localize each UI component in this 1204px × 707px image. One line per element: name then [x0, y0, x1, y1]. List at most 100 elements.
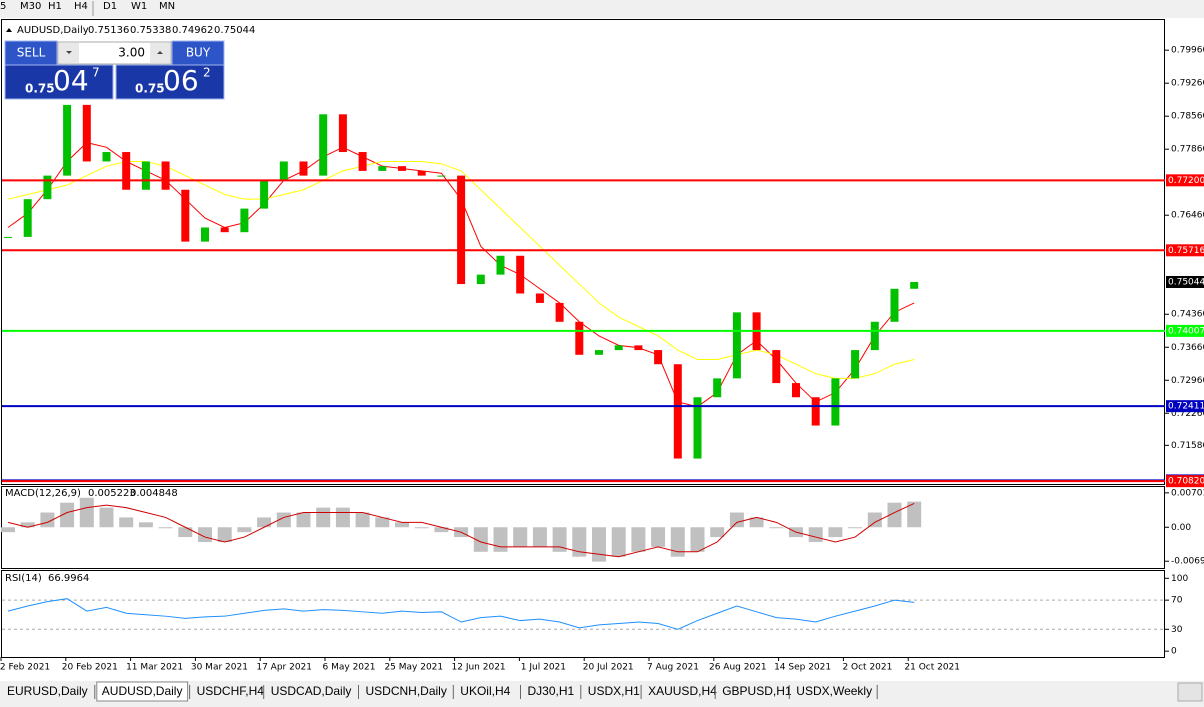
candle	[535, 293, 544, 303]
tab[interactable]: USDX,H1	[588, 684, 640, 698]
macd-bar	[158, 527, 173, 529]
chart-title: AUDUSD,Daily	[17, 25, 89, 36]
ask-box[interactable]	[115, 64, 225, 100]
collapse-icon[interactable]	[6, 28, 12, 32]
candle	[23, 199, 32, 237]
macd-bar	[867, 512, 882, 528]
tab[interactable]: UKOil,H4	[460, 684, 510, 698]
candle	[831, 378, 840, 426]
level-tag	[1166, 244, 1204, 257]
x-tick-label: 7 Aug 2021	[647, 663, 699, 673]
level-tag	[1166, 324, 1204, 337]
macd-bar	[887, 502, 902, 528]
x-tick-label: 21 Oct 2021	[904, 663, 960, 673]
candle	[614, 345, 623, 351]
candle	[299, 161, 308, 176]
candle	[338, 114, 347, 153]
rsi-tick-label: 100	[1171, 574, 1188, 584]
tab[interactable]: USDCAD,Daily	[271, 684, 352, 698]
macd-bar	[808, 527, 823, 542]
candle	[358, 152, 367, 171]
timeframe-button[interactable]: D1	[103, 1, 117, 12]
macd-title: MACD(12,26,9)	[5, 488, 81, 499]
bid-main: 04	[53, 64, 89, 97]
sell-button[interactable]	[4, 40, 58, 66]
level-label: 0.74007	[1168, 326, 1204, 336]
x-tick-label: 2 Oct 2021	[842, 663, 892, 673]
level-label: 0.77200	[1168, 176, 1204, 186]
candle	[890, 288, 899, 322]
candle	[851, 350, 860, 379]
macd-bar	[434, 527, 449, 533]
macd-bar	[217, 527, 232, 542]
ohlc-value: 0.74962	[172, 25, 213, 36]
candle	[693, 397, 702, 459]
candle	[398, 166, 406, 171]
x-tick-label: 30 Mar 2021	[191, 663, 248, 673]
tab[interactable]: USDX,Weekly	[796, 684, 872, 698]
candle	[319, 114, 328, 176]
macd-tick-label: 0.00	[1171, 523, 1191, 533]
tab[interactable]: AUDUSD,Daily	[102, 684, 183, 698]
level-label: 0.75716	[1168, 246, 1204, 256]
one-click-panel: SELL 3.00 BUY 0.75 04 7 0.75 06 2	[4, 40, 225, 100]
macd-bar	[769, 527, 784, 529]
x-tick-label: 2 Feb 2021	[0, 663, 50, 673]
macd-bar	[1, 527, 15, 533]
candle	[516, 255, 525, 294]
candle	[555, 302, 564, 322]
tab-scroll[interactable]	[1177, 682, 1203, 702]
timeframe-button[interactable]: M30	[20, 1, 41, 12]
candle	[437, 175, 446, 177]
timeframe-button[interactable]: H4	[74, 1, 88, 12]
timeframe-button[interactable]: H1	[48, 1, 62, 12]
tab[interactable]: GBPUSD,H1	[722, 684, 792, 698]
macd-tick-label: 0.00701	[1171, 488, 1204, 498]
macd-bar	[395, 522, 409, 528]
macd-bar	[316, 507, 331, 528]
candle	[476, 274, 485, 285]
tab[interactable]: EURUSD,Daily	[7, 684, 88, 698]
candle	[772, 350, 781, 384]
buy-button[interactable]	[171, 40, 225, 66]
bid-box[interactable]	[4, 64, 114, 100]
bid-small: 7	[92, 66, 100, 80]
macd-bar	[335, 507, 350, 528]
tab[interactable]: DJ30,H1	[528, 684, 575, 698]
macd-bar	[178, 527, 193, 538]
candle	[713, 378, 722, 398]
x-tick-label: 26 Aug 2021	[709, 663, 767, 673]
lot-input[interactable]	[57, 41, 172, 65]
timeframe-button[interactable]: MN	[159, 1, 175, 12]
timeframe-button[interactable]: W1	[131, 1, 147, 12]
candle	[161, 161, 170, 190]
lot-value: 3.00	[118, 46, 145, 60]
macd-bar	[710, 527, 725, 538]
chart-area	[0, 18, 1204, 681]
tab[interactable]: USDCHF,H4	[197, 684, 265, 698]
ask-small: 2	[203, 66, 211, 80]
macd-bar	[473, 527, 488, 552]
plot	[1, 104, 1165, 630]
up-arrow	[157, 51, 163, 54]
macd-bar	[592, 527, 606, 562]
candle	[43, 175, 52, 200]
macd-bar	[138, 522, 153, 528]
candle	[240, 208, 249, 233]
macd-main: 0.005223	[88, 488, 136, 499]
macd-bar	[552, 527, 567, 552]
x-tick-label: 1 Jul 2021	[521, 663, 566, 673]
buy-label: BUY	[186, 46, 211, 60]
candle	[279, 161, 288, 181]
tab[interactable]: USDCNH,Daily	[366, 684, 447, 698]
macd-bar	[257, 517, 272, 528]
timeframe-button[interactable]: 5	[0, 1, 6, 12]
macd-bar	[493, 527, 508, 552]
x-tick-label: 17 Apr 2021	[256, 663, 312, 673]
tab[interactable]: XAUUSD,H4	[648, 684, 717, 698]
